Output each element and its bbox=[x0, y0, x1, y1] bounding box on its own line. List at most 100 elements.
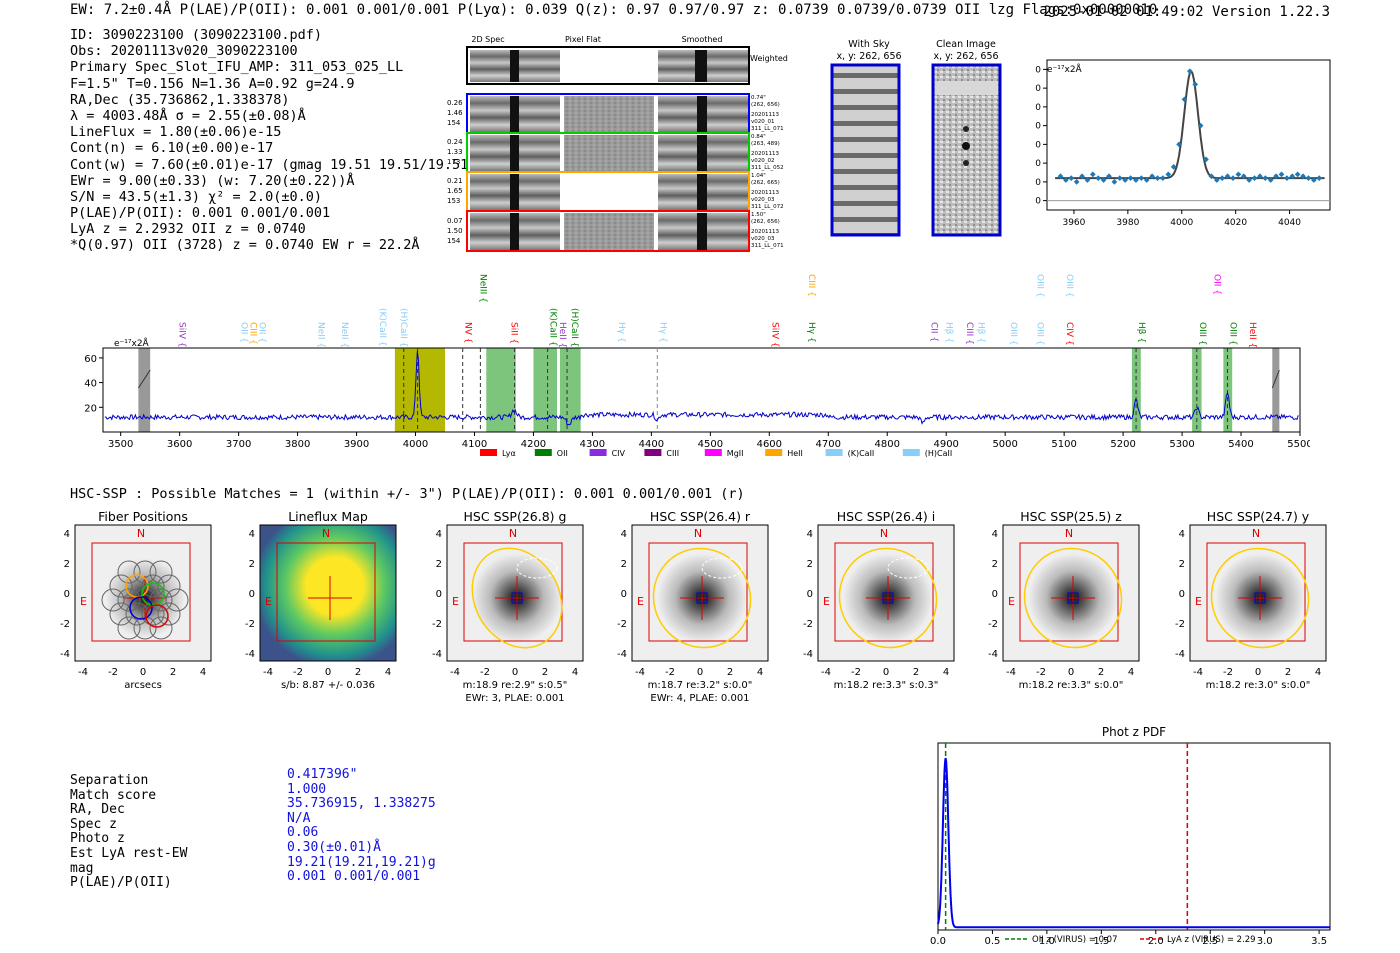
thumbnail-1: Fiber Positions N E -4 -4 -2 -2 0 0 2 2 4 4 arcsecs bbox=[60, 510, 212, 691]
search-box bbox=[834, 542, 934, 642]
spectrum-band-green bbox=[533, 348, 558, 432]
north-label: N bbox=[694, 527, 702, 540]
spectrum-line-label: NeIII { bbox=[477, 274, 487, 303]
line-fit-point bbox=[1149, 173, 1155, 180]
row-3-val-3: 153 bbox=[447, 197, 460, 205]
east-label: E bbox=[637, 595, 644, 608]
fiber-circle bbox=[165, 588, 189, 612]
north-label: N bbox=[880, 527, 888, 540]
row-1-meta-1: 0.74" bbox=[751, 95, 766, 101]
line-fit-ytick-label: 50 bbox=[1035, 103, 1041, 113]
thumbnail-xtick-label: 4 bbox=[385, 667, 391, 678]
line-fit-chart: 3960 3980 4000 4020 4040 0 10 20 30 40 50 60 70 e⁻¹… bbox=[1035, 59, 1331, 228]
spectrum-line-label: OIII { bbox=[1197, 322, 1207, 346]
line-fit-point bbox=[1160, 175, 1166, 181]
thumbnail-ytick-label: 4 bbox=[436, 529, 442, 540]
row-3-flat bbox=[564, 174, 654, 210]
line-fit-xtick-label: 3960 bbox=[1062, 218, 1085, 228]
search-box bbox=[276, 542, 376, 642]
thumbnail-title: HSC SSP(26.8) g bbox=[464, 510, 567, 524]
spectrum-line-label: Hγ { bbox=[616, 322, 626, 343]
match-value-spec-z: N/A bbox=[287, 810, 311, 826]
cutout-row-4: 0.07 1.50 154 1.50" (262, 656) 20201113 … bbox=[447, 210, 784, 252]
thumbnail-ytick-label: 2 bbox=[807, 559, 813, 570]
spectrum-legend-swatch bbox=[480, 449, 497, 456]
line-fit-point bbox=[1181, 96, 1188, 103]
line-fit-point bbox=[1311, 177, 1317, 183]
cutout-row-2: 0.24 1.33 173 0.84" (263, 489) 20201113 … bbox=[447, 132, 784, 173]
thumbnail-frame bbox=[1002, 524, 1140, 662]
fiber-circle bbox=[149, 588, 173, 612]
east-label: E bbox=[1008, 595, 1015, 608]
thumbnail-title: HSC SSP(25.5) z bbox=[1020, 510, 1122, 524]
neighbor-ellipse bbox=[516, 557, 558, 579]
photz-xtick-label: 3.0 bbox=[1257, 936, 1273, 947]
line-fit-xtick-label: 4000 bbox=[1170, 218, 1193, 228]
thumbnail-ytick-label: 0 bbox=[621, 589, 627, 600]
spectrum-line-label: Hβ { bbox=[943, 322, 953, 343]
thumbnail-xtick-label: 0 bbox=[697, 667, 703, 678]
thumbnail-xtick-label: -4 bbox=[635, 667, 645, 678]
photz-xtick-label: 0.0 bbox=[930, 936, 946, 947]
spectrum-xtick-label: 4400 bbox=[639, 439, 664, 450]
east-label: E bbox=[1195, 595, 1202, 608]
thumbnail-xtick-label: 2 bbox=[913, 667, 919, 678]
aperture-ellipse bbox=[471, 547, 563, 649]
thumbnail-caption-2: EWr: 4, PLAE: 0.001 bbox=[650, 693, 749, 704]
thumbnail-ytick-label: -2 bbox=[617, 619, 627, 630]
spectrum-band-green bbox=[559, 348, 581, 432]
thumbnail-ytick-label: 4 bbox=[249, 529, 255, 540]
photz-xtick-label: 1.5 bbox=[1093, 936, 1109, 947]
row-1-val-3: 154 bbox=[447, 119, 461, 127]
spectrum-line-label: OII { bbox=[1212, 274, 1222, 295]
fiber-circle bbox=[149, 616, 173, 640]
spectrum-xtick-label: 4200 bbox=[521, 439, 546, 450]
spectrum-flux-line bbox=[104, 351, 1299, 426]
thumbnail-frame bbox=[446, 524, 584, 662]
row-3-meta-1: 1.04" bbox=[751, 173, 766, 179]
line-fit-point bbox=[1294, 171, 1301, 178]
spectrum-ytick-label: 60 bbox=[84, 354, 97, 365]
thumbnail-ytick-label: 2 bbox=[621, 559, 627, 570]
line-fit-point bbox=[1057, 173, 1064, 180]
thumbnail-xtick-label: 4 bbox=[1315, 667, 1321, 678]
search-box bbox=[463, 542, 563, 642]
row-4-meta-3: 20201113 bbox=[751, 229, 779, 235]
thumbnail-frame bbox=[259, 524, 397, 662]
info-line-id: ID: 3090223100 (3090223100.pdf) bbox=[70, 27, 322, 43]
spectrum-xtick-label: 4500 bbox=[698, 439, 723, 450]
line-fit-point bbox=[1300, 173, 1306, 180]
thumbnail-ytick-label: 0 bbox=[1179, 589, 1185, 600]
thumbnail-frame bbox=[817, 524, 955, 662]
thumbnail-ytick-label: 0 bbox=[64, 589, 70, 600]
row-2-meta-1: 0.84" bbox=[751, 134, 766, 140]
thumbnail-ytick-label: 4 bbox=[64, 529, 70, 540]
spectrum-line-label: HeII { bbox=[1247, 322, 1257, 348]
fiber-circle bbox=[117, 616, 141, 640]
info-line-best-z: *Q(0.97) OII (3728) z = 0.0740 EW r = 22… bbox=[70, 237, 420, 254]
match-label-score: Match score bbox=[70, 787, 157, 803]
match-info-values: 0.417396" 1.000 35.736915, 1.338275 N/A … bbox=[287, 767, 436, 885]
spectrum-xtick-label: 5500 bbox=[1287, 439, 1310, 450]
thumbnail-ytick-label: 2 bbox=[249, 559, 255, 570]
thumbnail-xtick-label: 0 bbox=[325, 667, 331, 678]
info-line-lineflux: LineFlux = 1.80(±0.06)e-15 bbox=[70, 124, 282, 141]
match-value-radec: 35.736915, 1.338275 bbox=[287, 796, 436, 812]
line-fit-point bbox=[1127, 175, 1134, 181]
row-4-val-2: 1.50 bbox=[447, 227, 463, 235]
spectrum-legend-label: (H)CaII bbox=[925, 449, 952, 458]
line-fit-ytick-label: 20 bbox=[1035, 159, 1041, 169]
spectrum-legend-label: CIII bbox=[666, 449, 679, 458]
thumbnail-xtick-label: 4 bbox=[943, 667, 949, 678]
fiber-circle bbox=[157, 574, 181, 598]
thumbnail-xtick-label: 4 bbox=[200, 667, 206, 678]
north-label: N bbox=[137, 527, 145, 540]
spectrum-line-label: (H)CaII { bbox=[398, 308, 408, 348]
spectrum-line-label: SiIV { bbox=[769, 322, 779, 348]
info-line-ewr: EWr = 9.00(±0.33) (w: 7.20(±0.22))Å bbox=[70, 172, 355, 189]
row-4-line-smooth bbox=[697, 213, 707, 250]
row-3-line-smooth bbox=[697, 174, 707, 210]
spectrum-legend-swatch bbox=[902, 449, 920, 456]
row-2-line bbox=[510, 135, 519, 171]
spectrum-line-label: CIV { bbox=[1064, 322, 1074, 346]
